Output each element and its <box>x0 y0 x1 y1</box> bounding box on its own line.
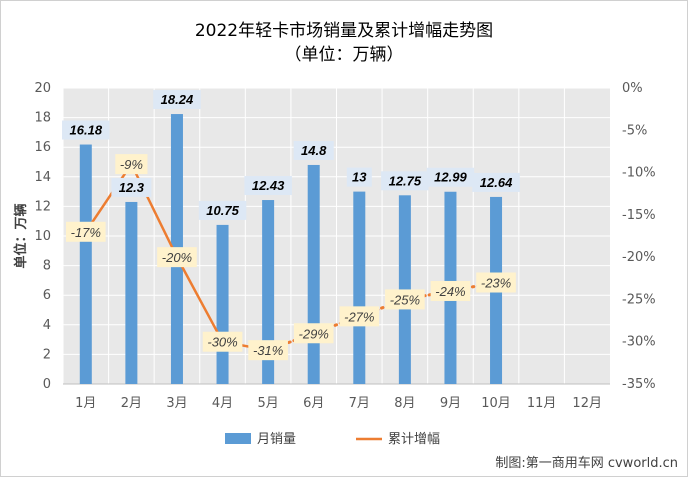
line-label-box <box>339 306 380 327</box>
y-tick-left: 10 <box>34 229 51 244</box>
bar-data-label: 16.18 <box>70 123 103 138</box>
bar-label-box <box>381 171 429 191</box>
line-label-box <box>202 331 243 352</box>
y-tick-left: 2 <box>43 347 51 362</box>
x-tick: 6月 <box>303 396 324 411</box>
legend-bar-label: 月销量 <box>257 432 296 447</box>
bar-label-box <box>472 172 520 192</box>
y-tick-left: 20 <box>34 81 51 96</box>
y-tick-right: -10% <box>622 166 656 181</box>
line-data-label: -23% <box>481 276 511 291</box>
bar-data-label: 13 <box>352 170 367 185</box>
y-tick-left: 12 <box>34 199 51 214</box>
bar <box>125 201 138 384</box>
bar <box>216 224 229 384</box>
y-tick-right: 0% <box>622 81 643 96</box>
line-label-box <box>476 272 516 293</box>
legend-bar-swatch <box>225 433 251 444</box>
x-tick: 10月 <box>481 396 511 411</box>
line-label-box <box>430 280 471 301</box>
x-tick: 2月 <box>121 396 142 411</box>
y-tick-left: 0 <box>43 377 51 392</box>
bar-data-label: 12.75 <box>389 173 422 188</box>
y-tick-right: -25% <box>622 292 656 307</box>
bar-data-label: 12.99 <box>434 170 467 185</box>
bar-data-label: 12.43 <box>252 178 285 193</box>
y-tick-right: -15% <box>622 208 656 223</box>
y-tick-left: 18 <box>34 111 51 126</box>
chart-credit: 制图:第一商用车网 cvworld.cn <box>495 456 678 471</box>
line-data-labels: -17% -9% -20% -30% -31% -29% -27% -25% -24% -23% <box>65 154 516 361</box>
line-label-box <box>293 323 334 344</box>
line-data-label: -25% <box>390 292 420 307</box>
bar-data-label: 14.8 <box>301 143 327 158</box>
bar <box>353 191 366 384</box>
bar-data-label: 10.75 <box>206 203 239 218</box>
bar-label-box <box>153 90 201 110</box>
line-data-label: -20% <box>162 250 192 265</box>
line-data-label: -27% <box>344 309 374 324</box>
y-tick-left: 6 <box>43 288 51 303</box>
legend-line-label: 累计增幅 <box>388 432 440 447</box>
bar <box>307 164 320 384</box>
line-data-label: -17% <box>71 225 101 240</box>
y-axis-left-ticks: 0 2 4 6 8 10 12 14 16 18 20 <box>34 81 51 392</box>
bar-data-label: 12.64 <box>480 175 513 190</box>
x-tick: 9月 <box>440 396 461 411</box>
line-label-box <box>248 340 288 361</box>
y-tick-left: 8 <box>43 259 51 274</box>
legend: 月销量 累计增幅 <box>225 432 440 447</box>
line-data-label: -31% <box>253 343 283 358</box>
line-data-label: -29% <box>299 326 329 341</box>
bar <box>262 200 275 384</box>
y-tick-left: 4 <box>43 318 51 333</box>
line-data-label: -9% <box>120 157 143 172</box>
x-tick: 7月 <box>349 396 370 411</box>
y-tick-right: -30% <box>622 335 656 350</box>
line-data-label: -24% <box>435 284 465 299</box>
y-axis-right-ticks: -35% -30% -25% -20% -15% -10% -5% 0% <box>622 81 656 392</box>
bar <box>79 144 92 384</box>
line-label-box <box>115 154 148 175</box>
y-tick-left: 14 <box>34 170 51 185</box>
bar-label-box <box>62 120 110 140</box>
x-tick: 12月 <box>572 396 602 411</box>
x-tick: 11月 <box>527 396 557 411</box>
y-tick-right: -20% <box>622 250 656 265</box>
bar-label-box <box>111 177 152 197</box>
y-axis-left-label: 单位：万辆 <box>13 203 29 268</box>
line-label-box <box>65 221 106 242</box>
bar-label-box <box>293 140 334 160</box>
bar-label-box <box>198 200 247 220</box>
line-label-box <box>385 289 425 310</box>
bar-data-labels: 16.18 12.3 18.24 10.75 12.43 14.8 13 12.75 12.99… <box>62 90 520 220</box>
bar-data-label: 18.24 <box>161 92 194 107</box>
line-data-label: -30% <box>207 335 237 350</box>
y-tick-right: -5% <box>622 123 647 138</box>
y-tick-right: -35% <box>622 377 656 392</box>
bar-data-label: 12.3 <box>119 180 145 195</box>
line-label-box <box>157 247 197 268</box>
x-tick: 3月 <box>166 396 187 411</box>
bar-label-box <box>244 176 292 196</box>
y-tick-left: 16 <box>34 140 51 155</box>
bar-label-box <box>346 167 372 187</box>
x-tick: 5月 <box>257 396 278 411</box>
chart-title: 2022年轻卡市场销量及累计增幅走势图 <box>194 21 494 41</box>
chart-subtitle: （单位：万辆） <box>284 45 404 65</box>
x-axis-ticks: 1月 2月 3月 4月 5月 6月 7月 8月 9月 10月 11月 12月 <box>75 396 602 411</box>
x-tick: 4月 <box>212 396 233 411</box>
bar-label-box <box>426 167 475 187</box>
x-tick: 1月 <box>75 396 96 411</box>
x-tick: 8月 <box>394 396 415 411</box>
